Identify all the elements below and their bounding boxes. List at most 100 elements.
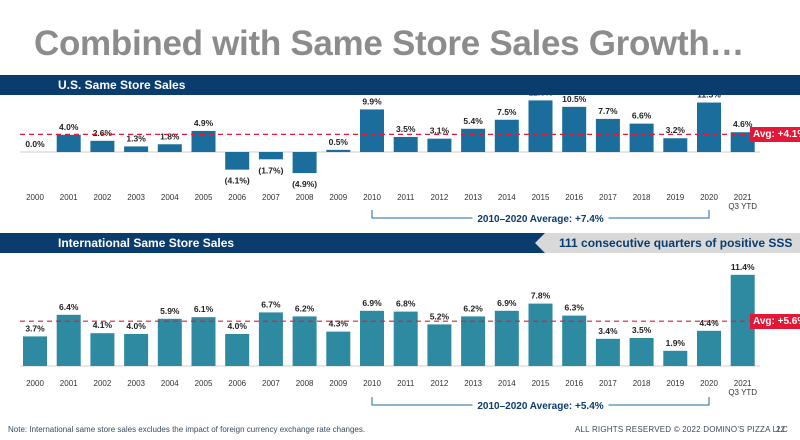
bar-2008 <box>292 316 317 366</box>
bar-2008 <box>292 152 317 174</box>
value-label: 3.5% <box>632 325 652 335</box>
category-label: 2017 <box>599 379 617 388</box>
value-label: 6.8% <box>396 299 416 309</box>
bar-2015 <box>528 100 553 152</box>
bar-2012 <box>427 324 452 366</box>
category-label: 2003 <box>127 379 145 388</box>
value-label: 3.2% <box>666 125 686 135</box>
value-label: 3.4% <box>598 326 618 336</box>
bar-2017 <box>595 338 620 366</box>
bar-2013 <box>461 128 486 152</box>
value-label: 6.6% <box>632 111 652 121</box>
bar-2021 <box>730 132 755 152</box>
category-label: 2021 <box>734 379 752 388</box>
value-label: 2.6% <box>93 128 113 138</box>
category-label: 2015 <box>532 379 550 388</box>
bar-2002 <box>90 333 115 366</box>
bar-2005 <box>191 317 216 366</box>
category-label: Q3 YTD <box>728 202 757 211</box>
value-label: 6.4% <box>59 302 79 312</box>
bar-2004 <box>157 144 182 152</box>
bar-2005 <box>191 130 216 152</box>
category-label: 2010 <box>363 193 381 202</box>
category-label: 2007 <box>262 379 280 388</box>
category-label: 2011 <box>397 193 415 202</box>
value-label: 5.4% <box>463 116 483 126</box>
value-label: (4.1%) <box>225 176 250 186</box>
bar-2007 <box>258 312 283 366</box>
intl-section-header: International Same Store Sales <box>0 233 545 253</box>
category-label: 2021 <box>734 193 752 202</box>
category-label: 2014 <box>498 193 516 202</box>
value-label: 4.4% <box>699 318 719 328</box>
value-label: 4.9% <box>194 118 214 128</box>
category-label: 2019 <box>666 193 684 202</box>
bar-2013 <box>461 316 486 366</box>
bracket-left <box>371 397 473 406</box>
category-label: 2015 <box>532 193 550 202</box>
bar-2004 <box>157 318 182 366</box>
bracket-label: 2010–2020 Average: +7.4% <box>477 214 603 225</box>
category-label: 2001 <box>60 379 78 388</box>
bar-2012 <box>427 138 452 152</box>
value-label: 3.1% <box>430 126 450 136</box>
category-label: 2001 <box>60 193 78 202</box>
value-label: 7.7% <box>598 106 618 116</box>
us-sss-chart: 0.0% 2000 4.0% 2001 2.6% 2002 1.3% 2003 1.8% 2004… <box>20 95 760 225</box>
value-label: 6.1% <box>194 304 214 314</box>
page-number: 22 <box>776 425 785 434</box>
category-label: 2009 <box>329 379 347 388</box>
consecutive-quarters-badge: 111 consecutive quarters of positive SSS <box>535 233 800 253</box>
value-label: 3.7% <box>25 323 45 333</box>
category-label: 2004 <box>161 379 179 388</box>
category-label: 2008 <box>296 193 314 202</box>
value-label: 5.9% <box>160 306 180 316</box>
bar-2014 <box>494 310 519 366</box>
category-label: 2006 <box>228 193 246 202</box>
category-label: 2010 <box>363 379 381 388</box>
intl-average-label: Avg: +5.6% <box>750 313 800 329</box>
bar-2002 <box>90 140 115 152</box>
value-label: 6.9% <box>362 298 382 308</box>
category-label: Q3 YTD <box>728 388 757 397</box>
bar-2010 <box>360 310 384 366</box>
category-label: 2012 <box>431 193 449 202</box>
bracket-right <box>608 397 710 406</box>
bracket-right <box>608 210 710 219</box>
copyright-footer: ALL RIGHTS RESERVED © 2022 DOMINO'S PIZZ… <box>575 425 788 434</box>
bar-2016 <box>562 315 587 366</box>
bar-2017 <box>595 118 620 152</box>
category-label: 2013 <box>464 379 482 388</box>
category-label: 2002 <box>94 193 112 202</box>
bar-2006 <box>225 334 250 366</box>
category-label: 2011 <box>397 379 415 388</box>
category-label: 2005 <box>195 379 213 388</box>
category-label: 2020 <box>700 193 718 202</box>
category-label: 2016 <box>565 193 583 202</box>
bar-2019 <box>663 138 688 152</box>
value-label: 5.2% <box>430 311 450 321</box>
us-section-header: U.S. Same Store Sales <box>0 75 800 95</box>
value-label: 0.0% <box>25 139 45 149</box>
category-label: 2005 <box>195 193 213 202</box>
value-label: 7.8% <box>531 291 551 301</box>
value-label: 1.9% <box>666 338 686 348</box>
bar-2020 <box>697 330 721 366</box>
category-label: 2007 <box>262 193 280 202</box>
value-label: 6.2% <box>463 303 483 313</box>
bar-2018 <box>629 123 654 152</box>
bar-2006 <box>225 152 250 170</box>
bar-2010 <box>360 109 384 152</box>
bar-2000 <box>23 336 47 366</box>
bar-2003 <box>124 146 149 152</box>
bar-2003 <box>124 334 149 366</box>
category-label: 2013 <box>464 193 482 202</box>
value-label: (4.9%) <box>292 179 317 189</box>
bar-2001 <box>56 314 81 366</box>
bar-2020 <box>697 102 721 152</box>
value-label: 6.2% <box>295 303 315 313</box>
value-label: 11.5% <box>697 95 721 100</box>
value-label: 4.1% <box>93 320 113 330</box>
bracket-label: 2010–2020 Average: +5.4% <box>477 401 603 412</box>
category-label: 2009 <box>329 193 347 202</box>
